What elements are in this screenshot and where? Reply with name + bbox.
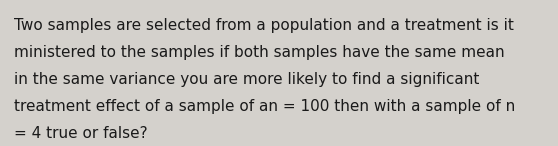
Text: ministered to the samples if both samples have the same mean: ministered to the samples if both sample… — [14, 45, 504, 60]
Text: treatment effect of a sample of an = 100 then with a sample of n: treatment effect of a sample of an = 100… — [14, 99, 515, 114]
Text: = 4 true or false?: = 4 true or false? — [14, 126, 147, 141]
Text: in the same variance you are more likely to find a significant: in the same variance you are more likely… — [14, 72, 479, 87]
Text: Two samples are selected from a population and a treatment is it: Two samples are selected from a populati… — [14, 18, 514, 33]
